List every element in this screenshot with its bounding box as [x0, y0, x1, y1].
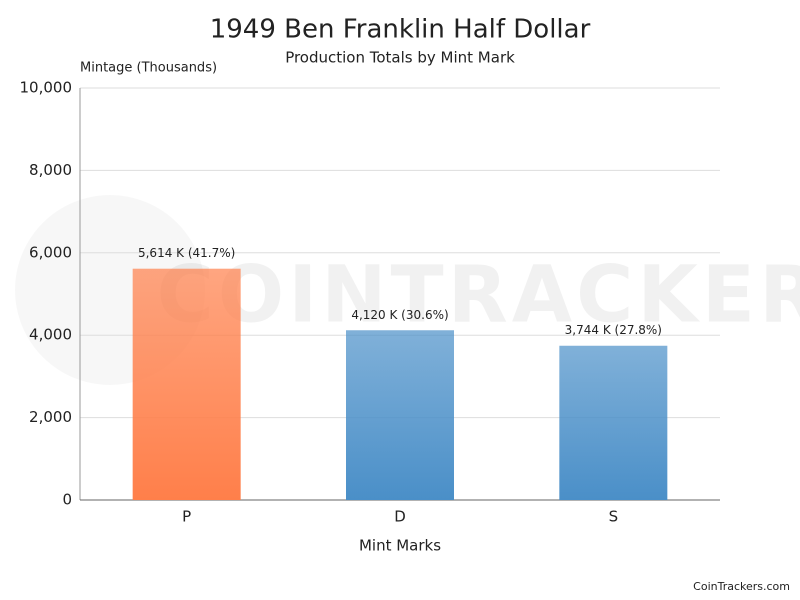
- y-tick-label: 2,000: [29, 408, 72, 426]
- chart-title: 1949 Ben Franklin Half Dollar: [210, 15, 591, 45]
- footer: CoinTrackers.com: [693, 580, 790, 593]
- bar: [132, 268, 241, 500]
- y-tick-label: 4,000: [29, 326, 72, 344]
- x-tick-label: P: [182, 508, 191, 526]
- y-tick-label: 10,000: [20, 79, 73, 97]
- data-label: 4,120 K (30.6%): [351, 308, 448, 322]
- watermark: COINTRACKERS: [157, 250, 800, 340]
- y-tick-label: 6,000: [29, 243, 72, 261]
- bar: [346, 330, 454, 500]
- chart-subtitle: Production Totals by Mint Mark: [285, 49, 515, 67]
- data-label: 3,744 K (27.8%): [565, 323, 662, 337]
- data-label: 5,614 K (41.7%): [138, 246, 235, 260]
- bar: [559, 345, 668, 500]
- x-tick-label: S: [609, 508, 619, 526]
- y-tick-label: 0: [62, 491, 72, 509]
- x-axis-label: Mint Marks: [359, 537, 441, 555]
- y-axis-label: Mintage (Thousands): [80, 61, 217, 76]
- x-tick-label: D: [394, 508, 406, 526]
- y-tick-label: 8,000: [29, 161, 72, 179]
